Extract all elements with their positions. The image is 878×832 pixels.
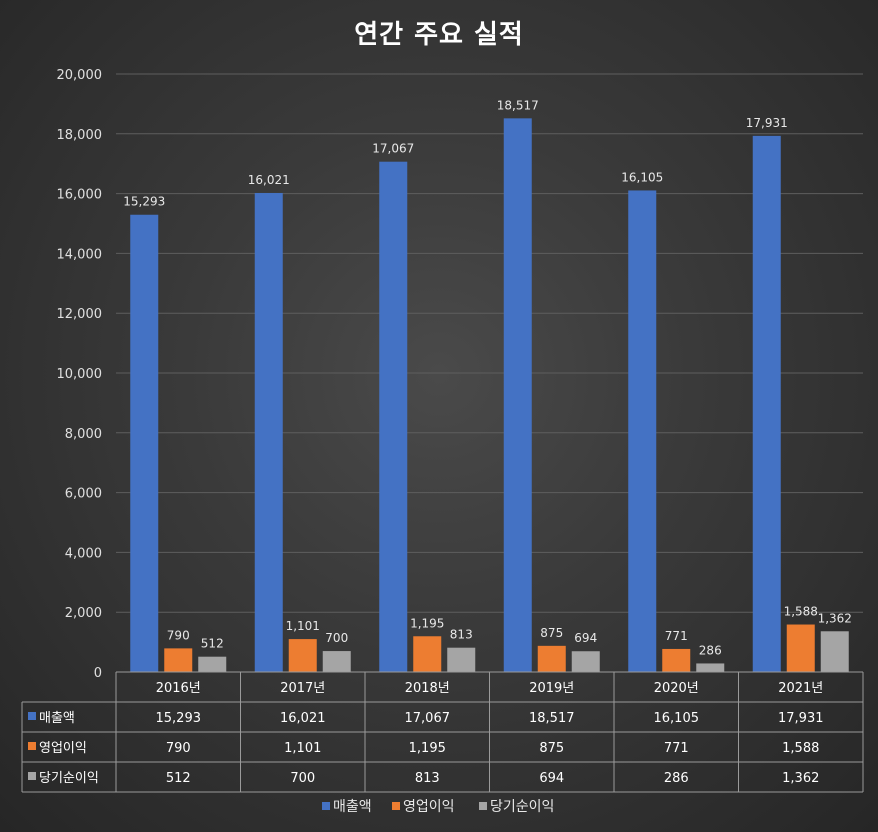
table-cell: 512 bbox=[166, 771, 191, 786]
y-tick-label: 8,000 bbox=[65, 427, 102, 442]
bar bbox=[752, 135, 781, 672]
legend-key bbox=[479, 802, 487, 810]
data-label: 790 bbox=[167, 628, 190, 642]
bar bbox=[662, 648, 691, 672]
x-tick-label: 2017년 bbox=[280, 681, 325, 696]
bar bbox=[571, 651, 600, 672]
data-label: 1,195 bbox=[410, 616, 444, 630]
legend-label: 영업이익 bbox=[403, 799, 455, 815]
x-tick-label: 2016년 bbox=[156, 681, 201, 696]
table-cell: 771 bbox=[664, 741, 689, 756]
data-label: 813 bbox=[450, 628, 473, 642]
data-label: 1,588 bbox=[784, 605, 818, 619]
data-label: 771 bbox=[665, 629, 688, 643]
y-tick-label: 16,000 bbox=[57, 188, 103, 203]
table-series-name: 당기순이익 bbox=[39, 771, 99, 786]
y-tick-label: 2,000 bbox=[65, 606, 102, 621]
x-tick-label: 2019년 bbox=[529, 681, 574, 696]
data-label: 694 bbox=[574, 631, 597, 645]
data-label: 1,362 bbox=[818, 611, 852, 625]
legend-label: 매출액 bbox=[333, 799, 372, 815]
table-cell: 1,588 bbox=[782, 741, 819, 756]
bar bbox=[130, 214, 159, 672]
data-label: 1,101 bbox=[286, 619, 320, 633]
data-label: 15,293 bbox=[123, 195, 165, 209]
y-tick-label: 4,000 bbox=[65, 546, 102, 561]
legend-key bbox=[322, 802, 330, 810]
table-cell: 16,021 bbox=[280, 711, 326, 726]
bar bbox=[628, 190, 657, 672]
data-label: 16,021 bbox=[248, 173, 290, 187]
data-label: 18,517 bbox=[497, 98, 539, 112]
bar bbox=[696, 663, 725, 672]
data-label: 700 bbox=[325, 631, 348, 645]
table-series-name: 영업이익 bbox=[39, 741, 87, 756]
bar bbox=[820, 631, 849, 672]
table-cell: 813 bbox=[415, 771, 440, 786]
data-label: 512 bbox=[201, 637, 224, 651]
bar bbox=[503, 118, 532, 673]
table-cell: 17,931 bbox=[778, 711, 824, 726]
data-label: 16,105 bbox=[621, 170, 663, 184]
table-cell: 1,101 bbox=[284, 741, 321, 756]
table-cell: 700 bbox=[290, 771, 315, 786]
table-legend-key bbox=[28, 742, 36, 750]
table-legend-key bbox=[28, 772, 36, 780]
table-cell: 15,293 bbox=[156, 711, 202, 726]
bar bbox=[254, 192, 283, 672]
data-label: 17,931 bbox=[746, 116, 788, 130]
table-cell: 286 bbox=[664, 771, 689, 786]
data-label: 286 bbox=[699, 643, 722, 657]
table-cell: 694 bbox=[539, 771, 564, 786]
table-legend-key bbox=[28, 712, 36, 720]
x-tick-label: 2021년 bbox=[778, 681, 823, 696]
x-tick-label: 2020년 bbox=[654, 681, 699, 696]
bar bbox=[288, 639, 317, 672]
data-label: 17,067 bbox=[372, 142, 414, 156]
bar bbox=[413, 636, 442, 672]
table-cell: 1,195 bbox=[409, 741, 446, 756]
y-tick-label: 18,000 bbox=[57, 128, 103, 143]
bar bbox=[379, 161, 408, 672]
bar bbox=[447, 647, 476, 672]
legend-label: 당기순이익 bbox=[490, 799, 554, 815]
y-tick-label: 6,000 bbox=[65, 487, 102, 502]
data-label: 875 bbox=[540, 626, 563, 640]
table-series-name: 매출액 bbox=[39, 711, 75, 726]
table-cell: 16,105 bbox=[654, 711, 700, 726]
legend-key bbox=[392, 802, 400, 810]
y-tick-label: 10,000 bbox=[57, 367, 103, 382]
chart-title: 연간 주요 실적 bbox=[354, 20, 524, 50]
y-tick-label: 20,000 bbox=[57, 68, 103, 83]
y-tick-label: 14,000 bbox=[57, 247, 103, 262]
table-cell: 18,517 bbox=[529, 711, 575, 726]
y-tick-label: 12,000 bbox=[57, 307, 103, 322]
table-cell: 790 bbox=[166, 741, 191, 756]
x-tick-label: 2018년 bbox=[405, 681, 450, 696]
bar bbox=[786, 624, 815, 672]
table-cell: 1,362 bbox=[782, 771, 819, 786]
table-cell: 17,067 bbox=[405, 711, 451, 726]
bar bbox=[198, 656, 227, 672]
bar bbox=[322, 651, 351, 672]
table-cell: 875 bbox=[539, 741, 564, 756]
y-tick-label: 0 bbox=[94, 666, 102, 681]
bar bbox=[537, 645, 566, 672]
bar bbox=[164, 648, 193, 672]
